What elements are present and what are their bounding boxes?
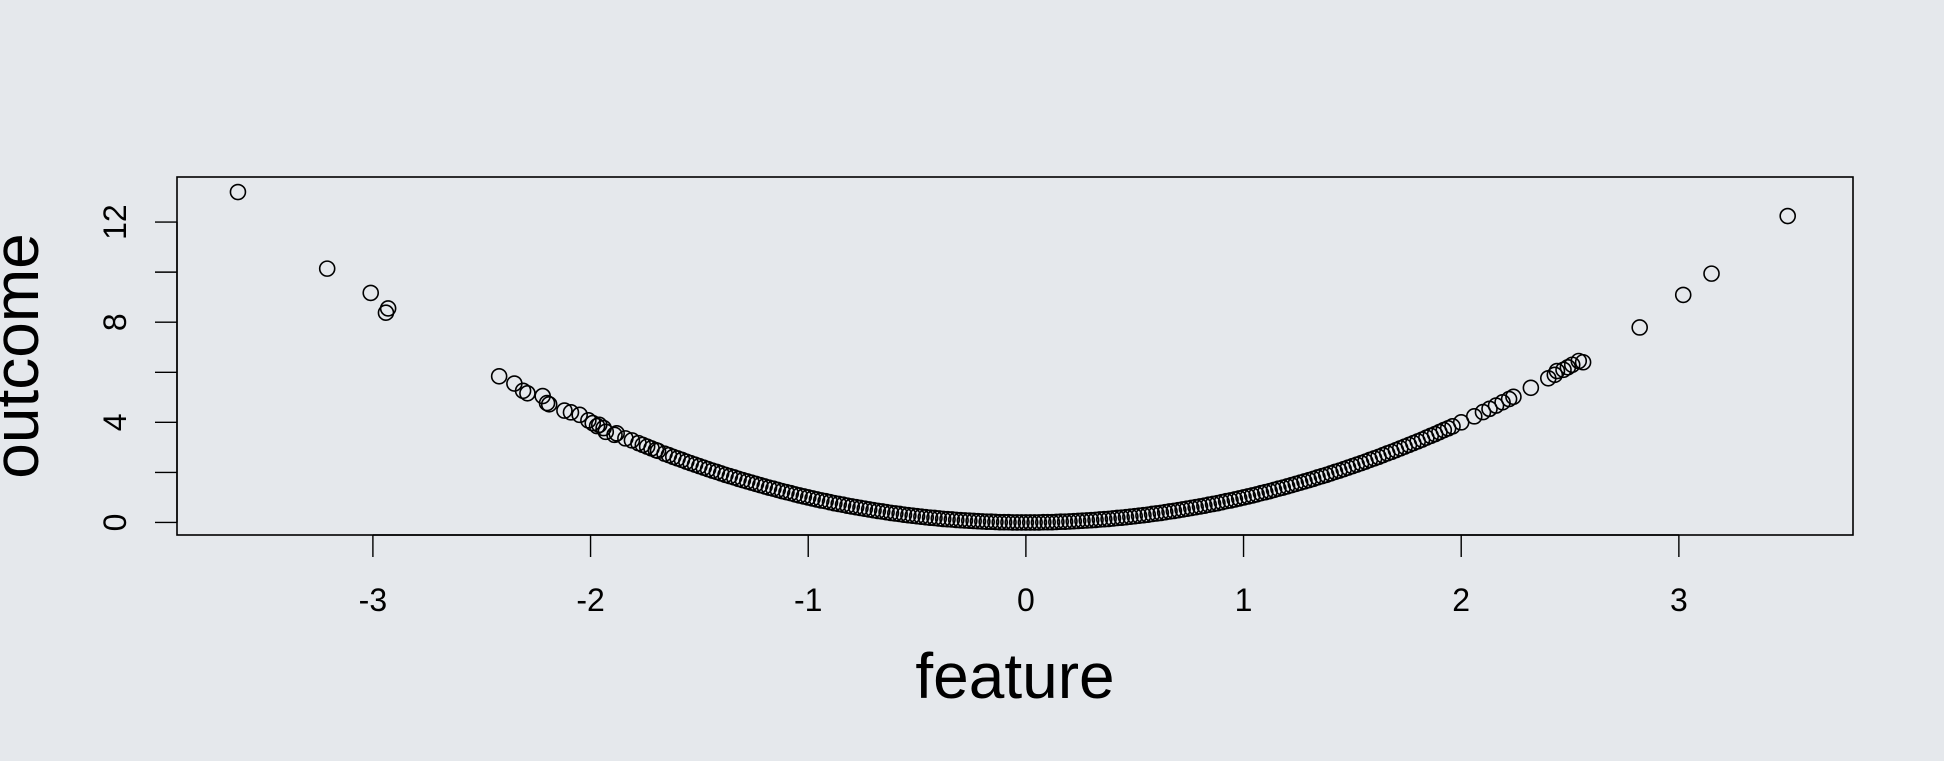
x-tick-label: 0 xyxy=(1017,582,1035,618)
x-axis-label: feature xyxy=(915,640,1114,712)
data-point xyxy=(1008,514,1026,531)
plot-frame xyxy=(176,176,1854,536)
data-point xyxy=(934,510,952,528)
data-point xyxy=(1043,513,1061,531)
data-point xyxy=(538,394,556,412)
data-point xyxy=(1548,362,1566,380)
data-point xyxy=(1004,514,1022,531)
data-point xyxy=(1013,514,1030,531)
data-point xyxy=(318,260,336,277)
data-point xyxy=(1056,513,1074,531)
x-tick-label: -1 xyxy=(794,582,822,618)
data-point xyxy=(608,425,625,442)
x-tick-label: -2 xyxy=(576,582,604,618)
x-tick-label: -3 xyxy=(359,582,387,618)
y-axis: 0 4 8 12 xyxy=(97,204,178,532)
data-point xyxy=(571,406,588,424)
data-point xyxy=(974,513,991,530)
data-point xyxy=(1465,408,1483,425)
data-point xyxy=(1039,513,1056,531)
data-point xyxy=(362,284,380,302)
data-point xyxy=(1082,511,1100,529)
data-point xyxy=(1444,418,1461,435)
y-tick-label: 4 xyxy=(97,413,133,431)
data-point xyxy=(991,513,1009,531)
data-point xyxy=(965,512,982,530)
x-tick-label: 3 xyxy=(1670,582,1688,618)
data-point xyxy=(1074,512,1091,530)
data-point xyxy=(1546,366,1564,384)
data-point xyxy=(939,510,956,528)
data-point xyxy=(229,183,247,201)
data-points xyxy=(229,183,1797,531)
data-point xyxy=(982,513,1000,531)
data-point xyxy=(597,423,615,441)
y-tick-label: 0 xyxy=(97,514,133,532)
data-point xyxy=(377,304,395,321)
data-point xyxy=(1703,265,1720,282)
data-point xyxy=(514,382,532,400)
data-point xyxy=(1505,388,1522,406)
data-point xyxy=(1065,512,1083,530)
data-point xyxy=(995,513,1013,531)
data-point xyxy=(1017,514,1035,531)
data-point xyxy=(1078,512,1096,529)
data-point xyxy=(556,402,573,419)
x-axis: -3 -2 -1 0 1 2 3 xyxy=(359,534,1688,618)
data-point xyxy=(519,385,536,402)
data-point xyxy=(1095,510,1113,528)
data-point xyxy=(588,417,606,435)
data-point xyxy=(1030,514,1048,531)
data-point xyxy=(956,512,974,529)
data-point xyxy=(921,509,939,527)
data-point xyxy=(1674,286,1692,304)
x-tick-label: 1 xyxy=(1235,582,1253,618)
y-tick-label: 8 xyxy=(97,313,133,331)
data-point xyxy=(1631,319,1648,336)
data-point xyxy=(1555,361,1572,379)
data-point xyxy=(1000,513,1017,531)
data-point xyxy=(1574,353,1592,371)
data-point xyxy=(960,512,978,530)
data-point xyxy=(947,511,965,529)
data-point xyxy=(1061,513,1078,530)
data-point xyxy=(969,512,987,530)
y-tick-label: 12 xyxy=(97,204,133,240)
data-point xyxy=(1109,509,1126,527)
data-point xyxy=(1021,514,1039,531)
data-point xyxy=(1034,513,1052,531)
data-point xyxy=(1052,513,1070,531)
data-point xyxy=(1048,513,1065,531)
x-tick-label: 2 xyxy=(1452,582,1470,618)
data-point xyxy=(606,426,623,444)
data-point xyxy=(978,513,996,531)
data-point xyxy=(1522,379,1540,397)
data-point xyxy=(540,396,558,413)
data-point xyxy=(490,367,508,385)
data-point xyxy=(1091,511,1109,528)
y-axis-label: outcome xyxy=(0,233,52,478)
data-point xyxy=(584,414,602,432)
data-point xyxy=(1069,512,1087,530)
data-point xyxy=(580,412,597,429)
data-point xyxy=(1779,207,1797,225)
data-point xyxy=(952,511,969,529)
data-point xyxy=(1026,514,1043,531)
data-point xyxy=(987,513,1004,531)
data-point xyxy=(562,404,580,421)
